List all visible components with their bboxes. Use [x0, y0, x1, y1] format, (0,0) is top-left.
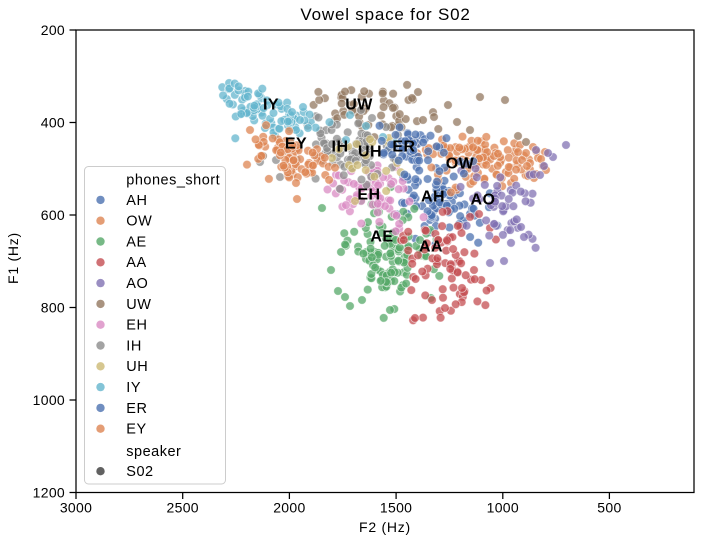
- svg-text:600: 600: [41, 207, 65, 223]
- svg-text:1500: 1500: [380, 500, 412, 516]
- svg-text:EH: EH: [357, 186, 380, 203]
- svg-text:S02: S02: [126, 464, 153, 480]
- svg-text:2500: 2500: [167, 500, 199, 516]
- svg-text:EH: EH: [126, 318, 147, 334]
- svg-text:AO: AO: [471, 191, 496, 208]
- svg-text:phones_short: phones_short: [126, 172, 220, 188]
- svg-text:UW: UW: [345, 96, 373, 113]
- svg-text:3000: 3000: [60, 500, 92, 516]
- svg-text:AE: AE: [370, 228, 393, 245]
- svg-text:UW: UW: [126, 297, 151, 313]
- svg-text:IY: IY: [263, 96, 279, 113]
- svg-text:AA: AA: [419, 238, 443, 255]
- svg-text:1000: 1000: [33, 392, 65, 408]
- svg-text:F1 (Hz): F1 (Hz): [5, 232, 21, 284]
- svg-text:EY: EY: [126, 422, 146, 438]
- svg-text:speaker: speaker: [126, 444, 181, 460]
- svg-text:1200: 1200: [33, 484, 65, 500]
- svg-text:OW: OW: [446, 155, 475, 172]
- svg-text:UH: UH: [358, 143, 382, 160]
- svg-text:200: 200: [41, 22, 65, 38]
- svg-text:AO: AO: [126, 276, 148, 292]
- svg-text:IH: IH: [332, 138, 349, 155]
- svg-text:IY: IY: [126, 380, 141, 396]
- svg-text:400: 400: [41, 114, 65, 130]
- svg-text:AE: AE: [126, 234, 146, 250]
- svg-text:OW: OW: [126, 214, 152, 230]
- svg-text:ER: ER: [392, 138, 415, 155]
- svg-text:AH: AH: [421, 188, 445, 205]
- svg-text:500: 500: [597, 500, 621, 516]
- svg-text:IH: IH: [126, 338, 142, 354]
- svg-text:UH: UH: [126, 359, 148, 375]
- svg-text:AA: AA: [126, 255, 146, 271]
- svg-text:AH: AH: [126, 193, 147, 209]
- svg-text:2000: 2000: [273, 500, 305, 516]
- svg-text:1000: 1000: [487, 500, 519, 516]
- svg-text:Vowel space for S02: Vowel space for S02: [300, 5, 470, 24]
- svg-text:EY: EY: [285, 135, 307, 152]
- svg-text:ER: ER: [126, 401, 147, 417]
- svg-text:800: 800: [41, 299, 65, 315]
- svg-text:F2 (Hz): F2 (Hz): [359, 519, 411, 535]
